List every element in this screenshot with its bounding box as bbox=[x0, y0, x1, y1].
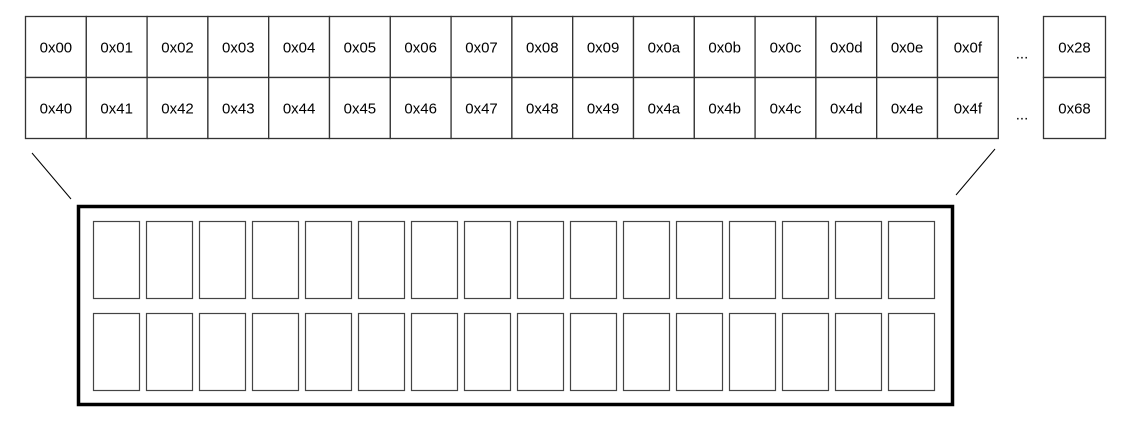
address-cell-last bbox=[1042, 15, 1107, 79]
character-cell bbox=[145, 220, 194, 300]
character-cell bbox=[887, 312, 936, 392]
character-cell bbox=[410, 312, 459, 392]
address-cell bbox=[572, 76, 635, 140]
address-label: 0x0e bbox=[891, 40, 924, 57]
address-label: 0x4c bbox=[770, 101, 802, 118]
character-cell bbox=[92, 312, 141, 392]
character-cell bbox=[728, 220, 777, 300]
address-label: 0x07 bbox=[465, 40, 498, 57]
address-cell bbox=[85, 76, 148, 140]
address-label: 0x06 bbox=[404, 40, 437, 57]
character-cell bbox=[675, 312, 724, 392]
zoom-line-right bbox=[955, 148, 996, 196]
address-cell bbox=[693, 15, 756, 79]
character-cell bbox=[357, 220, 406, 300]
address-cell bbox=[815, 76, 878, 140]
character-cell bbox=[304, 220, 353, 300]
address-label: 0x4e bbox=[891, 101, 924, 118]
address-cell bbox=[24, 15, 87, 79]
ellipsis: ... bbox=[1016, 107, 1029, 124]
address-label: 0x45 bbox=[344, 101, 377, 118]
character-cell bbox=[675, 220, 724, 300]
character-cell bbox=[569, 220, 618, 300]
address-label: 0x01 bbox=[100, 40, 133, 57]
address-label: 0x02 bbox=[161, 40, 194, 57]
address-label: 0x4d bbox=[830, 101, 863, 118]
character-cell bbox=[357, 312, 406, 392]
character-cell bbox=[516, 220, 565, 300]
character-cell bbox=[198, 220, 247, 300]
character-cell bbox=[622, 312, 671, 392]
address-label: 0x68 bbox=[1058, 101, 1091, 118]
address-cell-last bbox=[1042, 76, 1107, 140]
character-cell bbox=[251, 220, 300, 300]
address-label: 0x0a bbox=[648, 40, 681, 57]
character-cell bbox=[304, 312, 353, 392]
character-cell bbox=[463, 220, 512, 300]
character-cell bbox=[463, 312, 512, 392]
address-label: 0x49 bbox=[587, 101, 620, 118]
address-cell bbox=[936, 76, 999, 140]
address-label: 0x42 bbox=[161, 101, 194, 118]
address-label: 0x40 bbox=[40, 101, 73, 118]
address-cell bbox=[207, 76, 270, 140]
address-label: 0x48 bbox=[526, 101, 559, 118]
character-cell bbox=[728, 312, 777, 392]
character-cell bbox=[781, 312, 830, 392]
address-label: 0x00 bbox=[40, 40, 73, 57]
address-cell bbox=[24, 76, 87, 140]
character-cell bbox=[781, 220, 830, 300]
address-cell bbox=[328, 15, 391, 79]
address-label: 0x04 bbox=[283, 40, 316, 57]
address-label: 0x0b bbox=[708, 40, 741, 57]
character-cell bbox=[834, 312, 883, 392]
character-cell bbox=[834, 220, 883, 300]
address-cell bbox=[450, 76, 513, 140]
character-cell bbox=[145, 312, 194, 392]
address-label: 0x47 bbox=[465, 101, 498, 118]
address-label: 0x46 bbox=[404, 101, 437, 118]
address-cell bbox=[693, 76, 756, 140]
address-cell bbox=[815, 15, 878, 79]
address-label: 0x0f bbox=[954, 40, 983, 57]
address-label: 0x05 bbox=[344, 40, 377, 57]
address-label: 0x08 bbox=[526, 40, 559, 57]
address-cell bbox=[85, 15, 148, 79]
address-label: 0x41 bbox=[100, 101, 133, 118]
address-label: 0x44 bbox=[283, 101, 316, 118]
character-cell bbox=[198, 312, 247, 392]
address-cell bbox=[450, 15, 513, 79]
address-label: 0x43 bbox=[222, 101, 255, 118]
address-label: 0x4a bbox=[648, 101, 681, 118]
character-cell bbox=[251, 312, 300, 392]
character-cell bbox=[410, 220, 459, 300]
address-label: 0x0d bbox=[830, 40, 863, 57]
address-label: 0x0c bbox=[770, 40, 802, 57]
address-label: 0x4f bbox=[954, 101, 983, 118]
address-label: 0x28 bbox=[1058, 40, 1091, 57]
address-cell bbox=[572, 15, 635, 79]
zoom-line-left bbox=[31, 152, 72, 200]
address-cell bbox=[146, 15, 209, 79]
address-label: 0x09 bbox=[587, 40, 620, 57]
character-cell bbox=[516, 312, 565, 392]
character-cell bbox=[887, 220, 936, 300]
character-cell bbox=[92, 220, 141, 300]
address-cell bbox=[268, 76, 331, 140]
character-cell bbox=[622, 220, 671, 300]
address-label: 0x4b bbox=[708, 101, 741, 118]
address-label: 0x03 bbox=[222, 40, 255, 57]
address-cell bbox=[146, 76, 209, 140]
character-cell bbox=[569, 312, 618, 392]
address-cell bbox=[328, 76, 391, 140]
address-cell bbox=[936, 15, 999, 79]
address-cell bbox=[632, 76, 695, 140]
ellipsis: ... bbox=[1016, 46, 1029, 63]
